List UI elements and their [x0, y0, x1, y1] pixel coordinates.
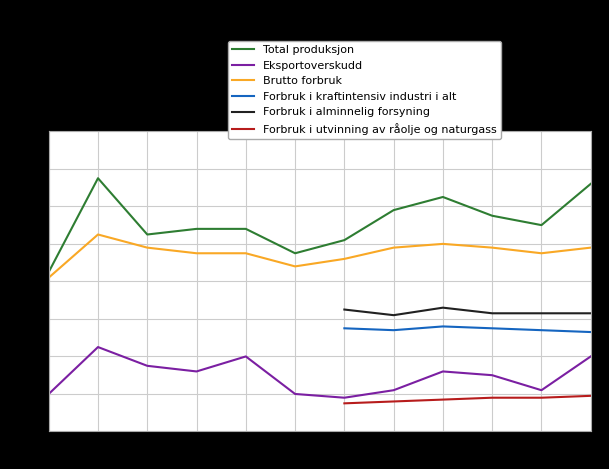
Line: Forbruk i utvinning av råolje og naturgass: Forbruk i utvinning av råolje og naturga… — [344, 396, 591, 403]
Brutto forbruk — [144, 245, 151, 250]
Total produksjon — [45, 269, 52, 275]
Forbruk i kraftintensiv industri i alt — [587, 329, 594, 335]
Total produksjon — [439, 194, 446, 200]
Eksportoverskudd — [538, 387, 545, 393]
Forbruk i utvinning av råolje og naturgass — [439, 397, 446, 402]
Brutto forbruk — [538, 250, 545, 256]
Brutto forbruk — [390, 245, 397, 250]
Eksportoverskudd — [94, 344, 102, 350]
Forbruk i kraftintensiv industri i alt — [390, 327, 397, 333]
Forbruk i kraftintensiv industri i alt — [538, 327, 545, 333]
Forbruk i kraftintensiv industri i alt — [488, 325, 496, 331]
Eksportoverskudd — [439, 369, 446, 374]
Total produksjon — [193, 226, 200, 232]
Forbruk i alminnelig forsyning — [390, 312, 397, 318]
Legend: Total produksjon, Eksportoverskudd, Brutto forbruk, Forbruk i kraftintensiv indu: Total produksjon, Eksportoverskudd, Brut… — [228, 41, 501, 139]
Total produksjon — [144, 232, 151, 237]
Brutto forbruk — [292, 264, 299, 269]
Forbruk i utvinning av råolje og naturgass — [587, 393, 594, 399]
Line: Total produksjon: Total produksjon — [49, 178, 591, 272]
Total produksjon — [340, 237, 348, 243]
Total produksjon — [488, 213, 496, 219]
Eksportoverskudd — [587, 354, 594, 359]
Eksportoverskudd — [193, 369, 200, 374]
Forbruk i alminnelig forsyning — [488, 310, 496, 316]
Forbruk i alminnelig forsyning — [538, 310, 545, 316]
Forbruk i utvinning av råolje og naturgass — [340, 401, 348, 406]
Forbruk i utvinning av råolje og naturgass — [538, 395, 545, 401]
Eksportoverskudd — [242, 354, 250, 359]
Eksportoverskudd — [144, 363, 151, 369]
Brutto forbruk — [488, 245, 496, 250]
Total produksjon — [242, 226, 250, 232]
Eksportoverskudd — [45, 391, 52, 397]
Eksportoverskudd — [340, 395, 348, 401]
Brutto forbruk — [242, 250, 250, 256]
Forbruk i kraftintensiv industri i alt — [439, 324, 446, 329]
Forbruk i alminnelig forsyning — [587, 310, 594, 316]
Brutto forbruk — [587, 245, 594, 250]
Brutto forbruk — [45, 275, 52, 280]
Total produksjon — [538, 222, 545, 228]
Eksportoverskudd — [390, 387, 397, 393]
Eksportoverskudd — [488, 372, 496, 378]
Brutto forbruk — [193, 250, 200, 256]
Total produksjon — [292, 250, 299, 256]
Eksportoverskudd — [292, 391, 299, 397]
Forbruk i alminnelig forsyning — [439, 305, 446, 310]
Brutto forbruk — [94, 232, 102, 237]
Forbruk i utvinning av råolje og naturgass — [390, 399, 397, 404]
Forbruk i utvinning av råolje og naturgass — [488, 395, 496, 401]
Total produksjon — [587, 181, 594, 187]
Line: Eksportoverskudd: Eksportoverskudd — [49, 347, 591, 398]
Line: Forbruk i alminnelig forsyning: Forbruk i alminnelig forsyning — [344, 308, 591, 315]
Line: Brutto forbruk: Brutto forbruk — [49, 234, 591, 278]
Total produksjon — [390, 207, 397, 213]
Total produksjon — [94, 175, 102, 181]
Forbruk i alminnelig forsyning — [340, 307, 348, 312]
Line: Forbruk i kraftintensiv industri i alt: Forbruk i kraftintensiv industri i alt — [344, 326, 591, 332]
Brutto forbruk — [340, 256, 348, 262]
Forbruk i kraftintensiv industri i alt — [340, 325, 348, 331]
Brutto forbruk — [439, 241, 446, 247]
